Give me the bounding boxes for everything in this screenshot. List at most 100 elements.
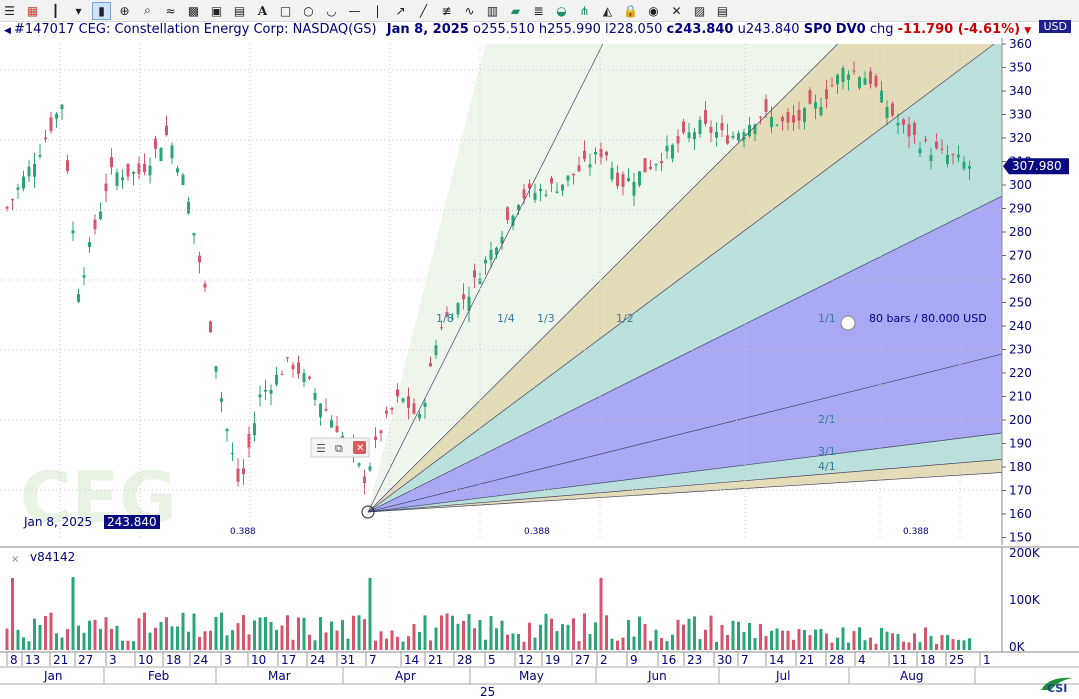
candle-body[interactable] bbox=[605, 151, 608, 156]
candle-body[interactable] bbox=[539, 189, 542, 192]
candle-body[interactable] bbox=[357, 463, 361, 466]
candle-body[interactable] bbox=[396, 389, 399, 397]
candle-body[interactable] bbox=[561, 184, 564, 191]
candle-body[interactable] bbox=[726, 135, 729, 144]
candle-body[interactable] bbox=[297, 362, 300, 374]
candle-body[interactable] bbox=[165, 125, 168, 135]
candle-body[interactable] bbox=[181, 174, 185, 186]
candle-body[interactable] bbox=[38, 155, 42, 157]
candle-body[interactable] bbox=[159, 147, 163, 162]
candle-body[interactable] bbox=[627, 178, 630, 182]
candle-body[interactable] bbox=[632, 181, 636, 196]
candle-body[interactable] bbox=[231, 452, 234, 454]
eye-icon[interactable]: ◉ bbox=[648, 3, 659, 18]
candle-body[interactable] bbox=[11, 199, 14, 201]
candle-body[interactable] bbox=[621, 174, 625, 187]
candle-body[interactable] bbox=[528, 183, 531, 189]
candle-body[interactable] bbox=[192, 232, 196, 236]
candle-body[interactable] bbox=[660, 161, 663, 164]
candle-body[interactable] bbox=[478, 278, 482, 285]
candle-body[interactable] bbox=[737, 133, 740, 141]
candle-body[interactable] bbox=[742, 131, 746, 142]
candle-body[interactable] bbox=[550, 178, 553, 184]
candle-body[interactable] bbox=[599, 149, 603, 158]
camera-icon[interactable]: ▨ bbox=[693, 3, 706, 18]
candle-body[interactable] bbox=[748, 124, 751, 137]
candle-body[interactable] bbox=[946, 154, 949, 164]
candle-body[interactable] bbox=[77, 294, 80, 302]
candle-body[interactable] bbox=[616, 172, 619, 187]
fan2-icon[interactable]: ◭ bbox=[602, 3, 613, 18]
candle-body[interactable] bbox=[176, 168, 179, 173]
candle-body[interactable] bbox=[401, 398, 405, 402]
candle-body[interactable] bbox=[236, 468, 240, 482]
candle-body[interactable] bbox=[313, 392, 317, 400]
candle-body[interactable] bbox=[154, 138, 157, 149]
candle-body[interactable] bbox=[456, 303, 460, 315]
candle-body[interactable] bbox=[797, 110, 801, 121]
dropdown-icon[interactable]: ▾ bbox=[75, 3, 82, 18]
candle-body[interactable] bbox=[951, 154, 955, 156]
gann-fan-icon[interactable]: ◒ bbox=[556, 3, 567, 18]
candle-body[interactable] bbox=[819, 107, 823, 116]
candle-body[interactable] bbox=[720, 123, 724, 131]
candle-body[interactable] bbox=[786, 111, 790, 123]
wave2-icon[interactable]: ∿ bbox=[464, 3, 475, 18]
candle-body[interactable] bbox=[374, 436, 377, 440]
object-menu-icon[interactable]: ☰ bbox=[316, 442, 326, 455]
candle-body[interactable] bbox=[423, 402, 427, 408]
candle-body[interactable] bbox=[280, 374, 284, 376]
candle-body[interactable] bbox=[385, 410, 388, 414]
candle-body[interactable] bbox=[676, 136, 680, 144]
candle-body[interactable] bbox=[363, 476, 366, 483]
wave-icon[interactable]: ≈ bbox=[165, 3, 176, 18]
delete-icon[interactable]: ✕ bbox=[671, 3, 682, 18]
candle-body[interactable] bbox=[885, 107, 889, 118]
candle-body[interactable] bbox=[522, 189, 526, 199]
candle-body[interactable] bbox=[5, 206, 9, 209]
candle-body[interactable] bbox=[330, 419, 333, 428]
candle-body[interactable] bbox=[209, 321, 212, 333]
candle-body[interactable] bbox=[220, 398, 223, 402]
candle-body[interactable] bbox=[379, 430, 383, 434]
candle-body[interactable] bbox=[203, 283, 207, 288]
hline-icon[interactable]: — bbox=[348, 3, 361, 18]
collapse-arrow-icon[interactable]: ◀ bbox=[4, 26, 11, 36]
text-tool-icon[interactable]: A bbox=[257, 3, 268, 18]
candle-body[interactable] bbox=[583, 150, 586, 160]
candle-body[interactable] bbox=[269, 389, 273, 394]
candle-body[interactable] bbox=[115, 172, 119, 186]
candle-body[interactable] bbox=[302, 373, 306, 383]
trendline-icon[interactable]: ╱ bbox=[419, 3, 428, 18]
candle-body[interactable] bbox=[830, 85, 834, 87]
candle-body[interactable] bbox=[704, 110, 707, 124]
candle-body[interactable] bbox=[110, 157, 113, 168]
candle-body[interactable] bbox=[682, 121, 685, 133]
candle-body[interactable] bbox=[49, 117, 53, 131]
candle-body[interactable] bbox=[764, 99, 768, 113]
candle-body[interactable] bbox=[649, 167, 652, 169]
candle-body[interactable] bbox=[687, 132, 691, 139]
candle-body[interactable] bbox=[506, 207, 509, 220]
candle-body[interactable] bbox=[638, 171, 641, 186]
line-chart-icon[interactable]: ▮ bbox=[92, 1, 111, 20]
candle-body[interactable] bbox=[137, 163, 141, 174]
candle-body[interactable] bbox=[962, 161, 966, 169]
candle-body[interactable] bbox=[484, 259, 487, 264]
candle-body[interactable] bbox=[368, 466, 372, 471]
candle-body[interactable] bbox=[940, 148, 944, 150]
arrow-icon[interactable]: ↗ bbox=[395, 3, 406, 18]
candle-body[interactable] bbox=[170, 145, 174, 159]
pitchfork-icon[interactable]: ⋔ bbox=[579, 3, 590, 18]
candle-body[interactable] bbox=[918, 148, 922, 154]
candle-body[interactable] bbox=[770, 117, 773, 128]
candle-body[interactable] bbox=[258, 394, 262, 398]
candle-body[interactable] bbox=[803, 108, 806, 123]
candle-body[interactable] bbox=[445, 312, 449, 317]
candle-body[interactable] bbox=[610, 167, 614, 180]
candle-body[interactable] bbox=[467, 296, 471, 311]
candle-body[interactable] bbox=[418, 413, 421, 419]
ellipse-icon[interactable]: ○ bbox=[303, 3, 314, 18]
candle-body[interactable] bbox=[407, 396, 410, 409]
candle-body[interactable] bbox=[924, 139, 927, 142]
